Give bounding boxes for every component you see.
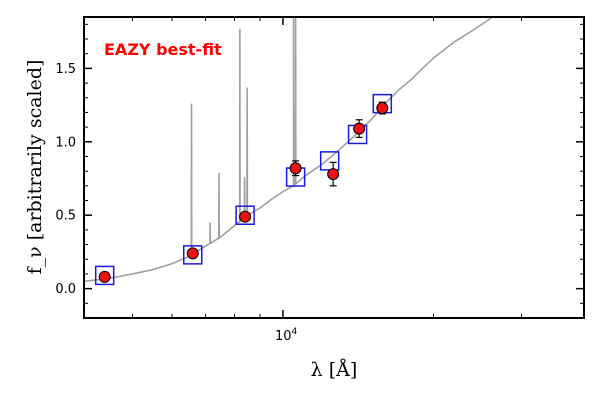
observed-point [289, 162, 302, 175]
y-tick-label: 1.0 [55, 135, 76, 150]
model-photometry-square [235, 205, 255, 225]
y-tick-label: 0.0 [55, 282, 76, 297]
plot-frame [83, 16, 585, 319]
y-tick-label: 0.5 [55, 209, 76, 224]
observed-point [376, 102, 389, 115]
x-axis-label: λ [Å] [311, 359, 358, 381]
observed-point [239, 210, 252, 223]
observed-point [186, 247, 199, 260]
observed-point [98, 270, 111, 283]
model-photometry-square [94, 265, 115, 286]
model-photometry-markers [94, 93, 393, 286]
y-tick-label: 1.5 [55, 62, 76, 77]
observed-point [327, 168, 340, 181]
y-axis-label: f_ν [arbitrarily scaled] [24, 60, 46, 275]
axes: 0.0 0.5 1.0 1.5 104 [55, 16, 585, 344]
model-photometry-square [182, 245, 203, 265]
observed-point [353, 122, 366, 135]
annotation-eazy-best-fit: EAZY best-fit [104, 40, 222, 59]
observed-photometry-points [98, 101, 389, 283]
x-tick-label: 104 [275, 327, 298, 344]
model-photometry-square [319, 151, 340, 171]
x-tick-label-exponent: 4 [292, 327, 298, 337]
